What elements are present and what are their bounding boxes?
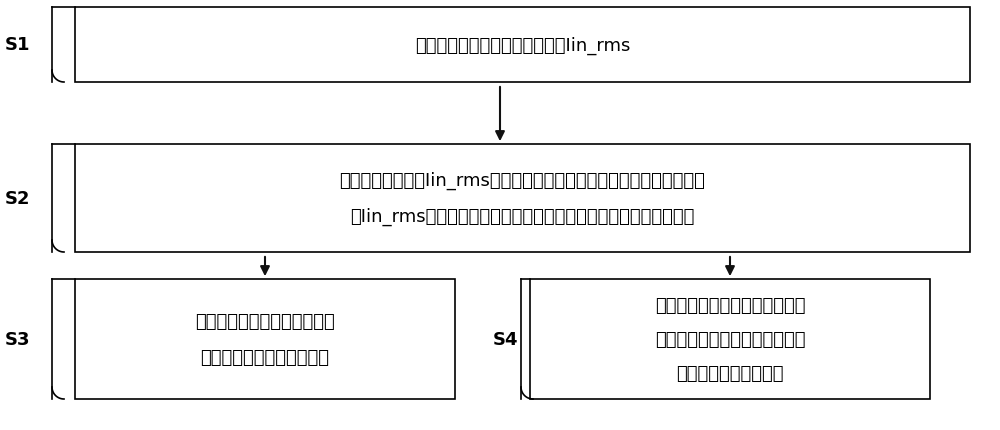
Text: 值，则控制压缩机停止运行: 值，则控制压缩机停止运行 (200, 348, 330, 366)
Text: 获取变频空调的输入电流有效值Iin_rms: 获取变频空调的输入电流有效值Iin_rms (415, 36, 630, 55)
Text: 且小于第一阈值，则控制压缩机: 且小于第一阈值，则控制压缩机 (655, 330, 805, 348)
Text: S3: S3 (5, 330, 31, 348)
Bar (530, 280, 930, 399)
Text: 按照预设步长降频运行: 按照预设步长降频运行 (676, 364, 784, 382)
Text: S1: S1 (5, 37, 31, 54)
Bar (75, 144, 970, 252)
Text: 值Iin_rms与电流限频阈值之间的电流差值，并对电流差值进行判断: 值Iin_rms与电流限频阈值之间的电流差值，并对电流差值进行判断 (350, 207, 695, 226)
Bar (75, 280, 455, 399)
Text: S4: S4 (492, 330, 518, 348)
Text: 将输入电流有效值Iin_rms减去预设的电流限频阈值以获取输入电流有效: 将输入电流有效值Iin_rms减去预设的电流限频阈值以获取输入电流有效 (340, 172, 705, 190)
Text: S2: S2 (5, 190, 31, 208)
Bar (75, 8, 970, 83)
Text: 如果电流差值大于等于第一阈: 如果电流差值大于等于第一阈 (195, 312, 335, 330)
Text: 如果电流差值大于等于第二阈值: 如果电流差值大于等于第二阈值 (655, 296, 805, 314)
